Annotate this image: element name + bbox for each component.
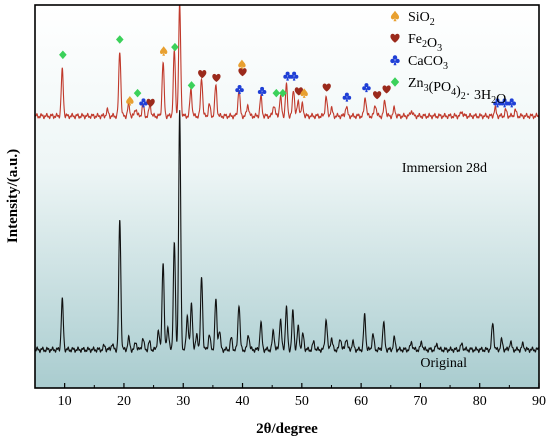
plot-background [35, 5, 539, 388]
phase-marker-club-icon [257, 86, 267, 96]
legend-item: Zn3(PO4)2· 3H2O [390, 76, 506, 107]
phase-marker-club-icon [362, 83, 371, 93]
x-tick-label: 80 [473, 394, 487, 409]
phase-marker-diamond-icon [272, 88, 281, 98]
phase-marker-heart-icon [382, 85, 391, 94]
diamond-icon [390, 77, 400, 87]
club-icon [390, 55, 400, 66]
phase-marker-club-icon [235, 84, 244, 95]
phase-marker-spade-icon [300, 88, 308, 98]
phase-marker-heart-icon [372, 91, 382, 100]
phase-marker-heart-icon [238, 68, 247, 77]
phase-marker-diamond-icon [187, 81, 196, 90]
x-tick-label: 60 [354, 394, 368, 409]
legend-item: CaCO3 [390, 54, 448, 72]
legend-label: Fe2O3 [408, 32, 442, 54]
y-axis-title: Intensity/(a.u.) [5, 149, 21, 243]
trace-label-immersion: Immersion 28d [402, 161, 487, 176]
heart-icon [390, 33, 400, 43]
x-tick-label: 70 [413, 394, 427, 409]
phase-marker-heart-icon [322, 83, 331, 92]
phase-marker-club-icon [507, 98, 516, 108]
phase-marker-diamond-icon [59, 50, 67, 60]
x-tick-label: 10 [58, 394, 72, 409]
x-axis: 10 20 30 40 50 60 70 80 90 [58, 383, 546, 409]
trace-label-original: Original [420, 356, 467, 371]
phase-marker-spade-icon [126, 96, 134, 106]
legend-item: SiO2 [390, 10, 435, 28]
legend-label: Zn3(PO4)2· 3H2O [408, 76, 506, 107]
phase-marker-club-icon [342, 92, 352, 102]
traces-layer [35, 5, 539, 354]
trace-line [35, 110, 539, 354]
x-tick-label: 90 [532, 394, 546, 409]
legend-label: CaCO3 [408, 54, 448, 72]
phase-marker-club-icon [289, 71, 299, 81]
x-axis-title: 2θ/degree [256, 421, 318, 437]
phase-marker-diamond-icon [279, 88, 287, 98]
phase-marker-heart-icon [212, 73, 221, 83]
plot-frame [34, 4, 540, 389]
spade-icon [390, 10, 400, 22]
phase-marker-diamond-icon [133, 88, 142, 98]
series-original [35, 110, 539, 354]
phase-marker-diamond-icon [115, 35, 124, 44]
phase-marker-diamond-icon [171, 42, 179, 52]
x-tick-label: 40 [236, 394, 250, 409]
phase-markers-layer [59, 35, 516, 108]
x-tick-label: 50 [295, 394, 309, 409]
phase-marker-spade-icon [159, 46, 168, 56]
phase-marker-heart-icon [146, 98, 155, 107]
legend-item: Fe2O3 [390, 32, 442, 54]
x-tick-label: 20 [117, 394, 131, 409]
trace-line [35, 5, 539, 120]
phase-marker-spade-icon [238, 59, 246, 70]
legend-label: SiO2 [408, 10, 435, 28]
x-tick-label: 30 [176, 394, 190, 409]
series-immersion-28d [35, 5, 539, 120]
phase-marker-heart-icon [198, 70, 207, 79]
